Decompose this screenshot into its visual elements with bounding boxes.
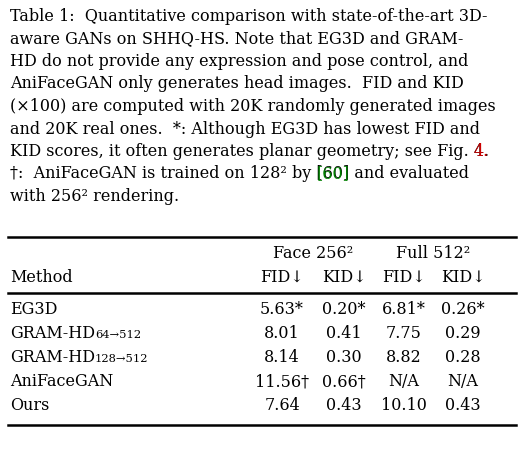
Text: Face 256²: Face 256² <box>273 245 353 262</box>
Text: AniFaceGAN: AniFaceGAN <box>10 373 113 390</box>
Text: with 256² rendering.: with 256² rendering. <box>10 188 179 205</box>
Text: and 20K real ones.  *: Although EG3D has lowest FID and: and 20K real ones. *: Although EG3D has … <box>10 120 480 138</box>
Text: (×100) are computed with 20K randomly generated images: (×100) are computed with 20K randomly ge… <box>10 98 496 115</box>
Text: 64→512: 64→512 <box>95 330 141 340</box>
Text: 8.14: 8.14 <box>264 349 300 366</box>
Text: Table 1:  Quantitative comparison with state-of-the-art 3D-: Table 1: Quantitative comparison with st… <box>10 8 487 25</box>
Text: GRAM-HD: GRAM-HD <box>10 325 95 342</box>
Text: 7.64: 7.64 <box>264 397 300 414</box>
Text: KID scores, it often generates planar geometry; see Fig. 4.: KID scores, it often generates planar ge… <box>10 143 489 160</box>
Text: EG3D: EG3D <box>10 301 57 318</box>
Text: 10.10: 10.10 <box>381 397 427 414</box>
Text: Full 512²: Full 512² <box>396 245 471 262</box>
Text: 0.43: 0.43 <box>445 397 481 414</box>
Text: 7.75: 7.75 <box>386 325 422 342</box>
Text: 0.43: 0.43 <box>326 397 362 414</box>
Text: 0.26*: 0.26* <box>441 301 485 318</box>
Text: 0.28: 0.28 <box>445 349 481 366</box>
Text: FID↓: FID↓ <box>260 269 304 286</box>
Text: 0.30: 0.30 <box>326 349 362 366</box>
Text: AniFaceGAN only generates head images.  FID and KID: AniFaceGAN only generates head images. F… <box>10 76 464 92</box>
Text: N/A: N/A <box>447 373 478 390</box>
Text: 8.01: 8.01 <box>264 325 300 342</box>
Text: 0.66†: 0.66† <box>322 373 366 390</box>
Text: 0.41: 0.41 <box>326 325 362 342</box>
Text: N/A: N/A <box>389 373 419 390</box>
Text: [60]: [60] <box>316 166 350 182</box>
Text: 4.: 4. <box>474 143 489 160</box>
Text: 5.63*: 5.63* <box>260 301 304 318</box>
Text: 0.29: 0.29 <box>445 325 481 342</box>
Text: 128→512: 128→512 <box>95 354 148 364</box>
Text: aware GANs on SHHQ-HS. Note that EG3D and GRAM-: aware GANs on SHHQ-HS. Note that EG3D an… <box>10 30 463 48</box>
Text: GRAM-HD: GRAM-HD <box>10 349 95 366</box>
Text: 8.82: 8.82 <box>386 349 422 366</box>
Text: †:  AniFaceGAN is trained on 128² by [60] and evaluated: †: AniFaceGAN is trained on 128² by [60]… <box>10 166 469 182</box>
Text: 6.81*: 6.81* <box>382 301 426 318</box>
Text: KID↓: KID↓ <box>441 269 485 286</box>
Text: Method: Method <box>10 269 73 286</box>
Text: 0.20*: 0.20* <box>322 301 366 318</box>
Text: HD do not provide any expression and pose control, and: HD do not provide any expression and pos… <box>10 53 468 70</box>
Text: FID↓: FID↓ <box>382 269 426 286</box>
Text: 11.56†: 11.56† <box>255 373 309 390</box>
Text: KID↓: KID↓ <box>322 269 366 286</box>
Text: Ours: Ours <box>10 397 49 414</box>
